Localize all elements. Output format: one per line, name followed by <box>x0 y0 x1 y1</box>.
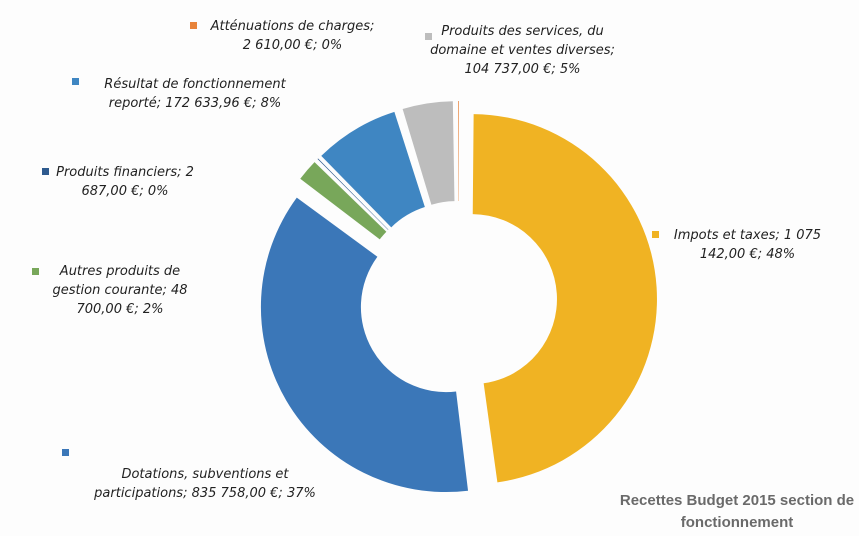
data-label: Atténuations de charges; 2 610,00 €; 0% <box>210 19 375 53</box>
data-label: Impots et taxes; 1 075 142,00 €; 48% <box>673 228 822 262</box>
donut-segment <box>472 114 657 483</box>
chart-title: Recettes Budget 2015 section de fonction… <box>619 492 855 531</box>
legend-swatch <box>190 22 197 29</box>
donut-segment <box>260 197 469 493</box>
data-label: Produits financiers; 2 687,00 €; 0% <box>56 165 194 199</box>
legend-swatch <box>32 268 39 275</box>
legend-swatch <box>652 231 659 238</box>
data-label: Produits des services, du domaine et ven… <box>430 24 615 77</box>
legend-swatch <box>62 449 69 456</box>
data-label: Autres produits de gestion courante; 48 … <box>52 264 188 317</box>
donut-segment <box>402 101 455 205</box>
legend-swatch <box>425 33 432 40</box>
donut-segment <box>317 158 389 230</box>
legend-swatch <box>42 168 49 175</box>
legend-swatch <box>72 78 79 85</box>
donut-segment <box>321 111 425 228</box>
donut-segment <box>458 101 460 202</box>
donut-segment <box>300 162 387 240</box>
data-label: Résultat de fonctionnement reporté; 172 … <box>104 77 286 111</box>
data-label: Dotations, subventions et participations… <box>94 467 316 501</box>
